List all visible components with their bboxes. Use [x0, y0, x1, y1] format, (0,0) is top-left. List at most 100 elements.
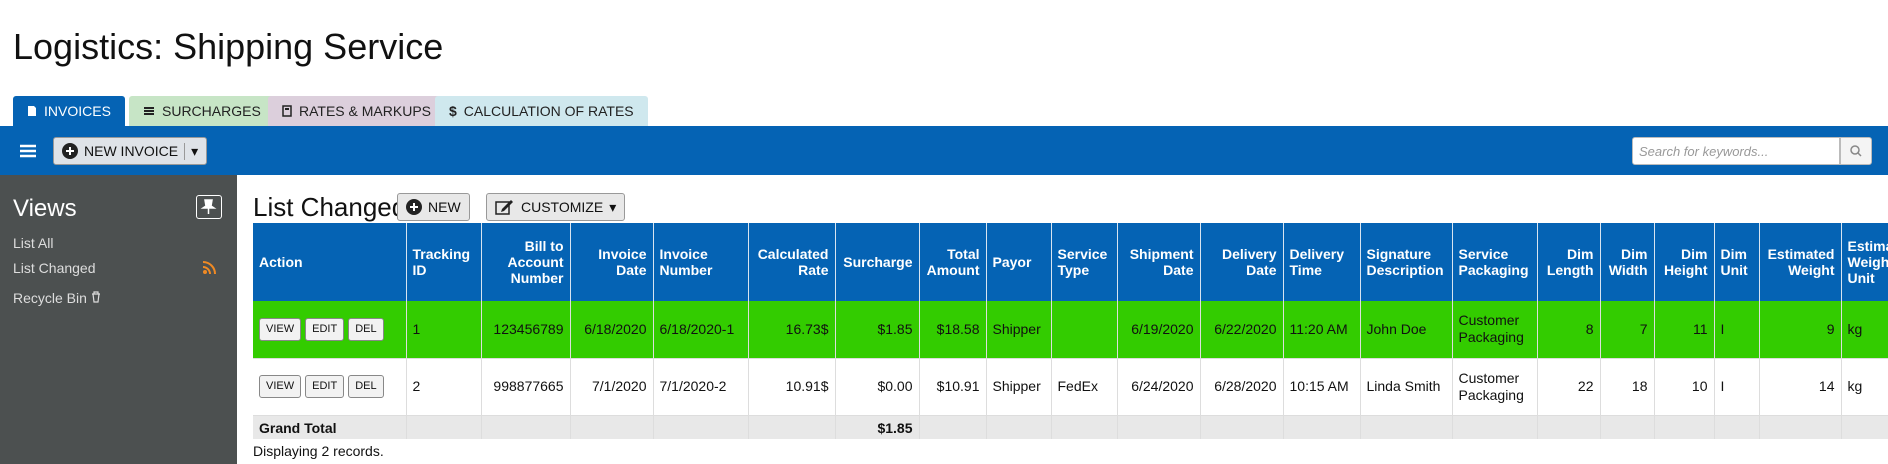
- tab[interactable]: INVOICES: [13, 96, 125, 126]
- view-link[interactable]: List All: [13, 235, 54, 251]
- table-cell: 7: [1600, 301, 1655, 359]
- table-cell: Customer Packaging: [1452, 301, 1538, 359]
- view-link[interactable]: List Changed: [13, 260, 96, 276]
- table-row: VIEW EDIT DEL 2 998877665 7/1/2020 7/1/2020-2 1…: [253, 358, 1888, 416]
- dropdown-caret[interactable]: ▾: [184, 142, 198, 160]
- total-cell: [1714, 415, 1760, 439]
- action-button[interactable]: EDIT: [305, 375, 345, 398]
- icon: [406, 199, 422, 215]
- column-header: Surcharge: [835, 223, 920, 301]
- icon: [144, 107, 154, 115]
- menu-icon[interactable]: [20, 144, 36, 158]
- icon: [28, 106, 36, 116]
- new-invoice-button[interactable]: NEW INVOICE ▾: [53, 137, 208, 165]
- total-cell: [919, 415, 987, 439]
- total-cell: [1051, 415, 1118, 439]
- table-cell: [1051, 301, 1118, 359]
- total-cell: [481, 415, 571, 439]
- total-cell: [1360, 415, 1453, 439]
- button-label: CUSTOMIZE: [521, 199, 604, 215]
- total-cell: [1841, 415, 1888, 439]
- column-header: Tracking ID: [406, 223, 482, 301]
- icon: [1850, 145, 1862, 157]
- pin-button[interactable]: [196, 195, 222, 219]
- table-cell: 6/18/2020-1: [653, 301, 749, 359]
- table-cell: 10.91$: [748, 358, 836, 416]
- sidebar: Views List All List Changed Recycle Bin: [0, 175, 237, 464]
- table-cell: 22: [1537, 358, 1601, 416]
- column-header: Dim Unit: [1714, 223, 1760, 301]
- column-header: Payor: [986, 223, 1052, 301]
- sidebar-title: Views: [13, 195, 77, 222]
- action-button[interactable]: DEL: [348, 317, 384, 341]
- tab[interactable]: $ CALCULATION OF RATES: [435, 96, 648, 126]
- button-label: NEW INVOICE: [84, 143, 179, 159]
- table-cell: 2: [406, 358, 482, 416]
- column-header: Service Packaging: [1452, 223, 1538, 301]
- table-row: VIEW EDIT DEL 1 123456789 6/18/2020 6/18/2020-…: [253, 301, 1888, 359]
- button-label: NEW: [428, 199, 461, 215]
- customize-button[interactable]: CUSTOMIZE ▾: [486, 193, 626, 221]
- table-cell: FedEx: [1051, 358, 1118, 416]
- column-header: Invoice Date: [570, 223, 654, 301]
- table-cell: 10:15 AM: [1283, 358, 1361, 416]
- table-cell: Customer Packaging: [1452, 358, 1538, 416]
- total-cell: Grand Total: [253, 415, 407, 439]
- action-button[interactable]: DEL: [348, 375, 384, 398]
- table-cell: Linda Smith: [1360, 358, 1453, 416]
- tab[interactable]: RATES & MARKUPS: [268, 96, 445, 126]
- tab-label: INVOICES: [44, 103, 111, 119]
- table-cell: 6/22/2020: [1200, 301, 1284, 359]
- total-cell: [406, 415, 482, 439]
- tab-label: SURCHARGES: [162, 103, 261, 119]
- action-button[interactable]: EDIT: [305, 317, 345, 341]
- column-header: Signature Description: [1360, 223, 1453, 301]
- trash-icon: [91, 291, 100, 303]
- table-cell: 11: [1654, 301, 1715, 359]
- column-header: Shipment Date: [1117, 223, 1201, 301]
- total-cell: [1654, 415, 1715, 439]
- table-cell: $1.85: [835, 301, 920, 359]
- table-cell: $0.00: [835, 358, 920, 416]
- icon: $: [449, 103, 457, 119]
- total-cell: [1200, 415, 1284, 439]
- tab[interactable]: SURCHARGES: [129, 96, 275, 126]
- table-cell: $10.91: [919, 358, 987, 416]
- total-cell: [570, 415, 654, 439]
- new-button[interactable]: NEW: [397, 193, 470, 221]
- total-cell: [653, 415, 749, 439]
- table-cell: kg: [1841, 358, 1888, 416]
- search-button[interactable]: [1840, 137, 1872, 165]
- column-header: Dim Length: [1537, 223, 1601, 301]
- table-cell: kg: [1841, 301, 1888, 359]
- table-cell: 8: [1537, 301, 1601, 359]
- table-container: Action Tracking ID Bill to Account Number I…: [253, 223, 1888, 439]
- total-cell: [1537, 415, 1601, 439]
- table-cell: 6/28/2020: [1200, 358, 1284, 416]
- action-button[interactable]: VIEW: [259, 317, 302, 341]
- view-link[interactable]: Recycle Bin: [13, 290, 101, 306]
- rss-icon[interactable]: [202, 261, 216, 275]
- search-input[interactable]: Search for keywords...: [1632, 137, 1840, 165]
- table-cell: I: [1714, 301, 1760, 359]
- table-cell: John Doe: [1360, 301, 1453, 359]
- status-text: Displaying 2 records.: [253, 443, 384, 459]
- invoice-table: Action Tracking ID Bill to Account Number I…: [253, 223, 1888, 439]
- tab-label: RATES & MARKUPS: [299, 103, 431, 119]
- action-button[interactable]: VIEW: [259, 375, 302, 398]
- action-cell: VIEW EDIT DEL: [253, 358, 407, 416]
- total-cell: [1452, 415, 1538, 439]
- table-cell: Shipper: [986, 301, 1052, 359]
- table-cell: 16.73$: [748, 301, 836, 359]
- table-cell: 10: [1654, 358, 1715, 416]
- icon: [200, 199, 217, 214]
- column-header: Estimated Weight Unit: [1841, 223, 1888, 301]
- column-header: Calculated Rate: [748, 223, 836, 301]
- total-cell: [1283, 415, 1361, 439]
- page-title: Logistics: Shipping Service: [13, 26, 444, 67]
- column-header: Dim Height: [1654, 223, 1715, 301]
- column-header: Action: [253, 223, 407, 301]
- total-cell: [1759, 415, 1842, 439]
- tab-label: CALCULATION OF RATES: [463, 103, 634, 119]
- table-cell: 9: [1759, 301, 1842, 359]
